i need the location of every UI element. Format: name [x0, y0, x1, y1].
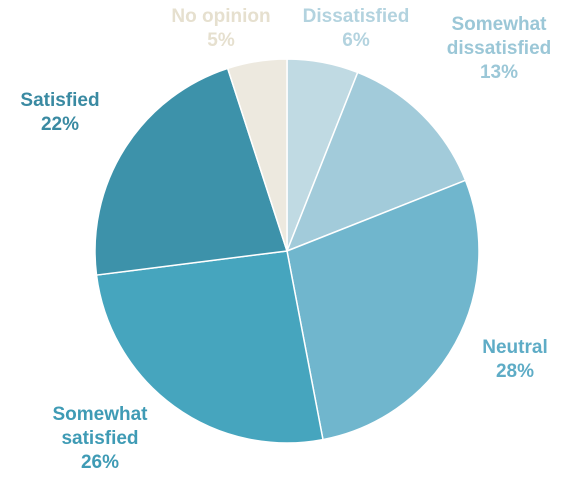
slice-label-somewhat-dissatisfied: Somewhat dissatisfied 13%	[447, 14, 552, 83]
slice-category-no-opinion: No opinion	[171, 6, 270, 27]
pie-slice-somewhat-satisfied	[95, 250, 324, 444]
slice-category-somewhat-satisfied-line-1: Somewhat	[52, 404, 148, 425]
slice-category-neutral: Neutral	[482, 337, 547, 358]
slice-category-somewhat-dissatisfied-line-2: dissatisfied	[447, 38, 552, 59]
slice-value-satisfied: 22%	[41, 114, 79, 135]
slice-value-dissatisfied: 6%	[342, 30, 370, 51]
slice-value-somewhat-satisfied: 26%	[81, 452, 119, 473]
slice-category-dissatisfied: Dissatisfied	[303, 6, 410, 27]
slice-category-somewhat-satisfied-line-2: satisfied	[61, 428, 138, 449]
pie-slice-satisfied	[94, 67, 288, 276]
slice-label-no-opinion: No opinion 5%	[171, 6, 270, 51]
slice-label-satisfied: Satisfied 22%	[20, 90, 99, 135]
pie-slice-neutral	[286, 179, 480, 441]
slice-label-dissatisfied: Dissatisfied 6%	[303, 6, 410, 51]
slice-label-neutral: Neutral 28%	[482, 337, 547, 382]
pie-slice-somewhat-dissatisfied	[285, 71, 467, 253]
pie-slice-no-opinion	[226, 58, 288, 252]
slice-category-somewhat-dissatisfied-line-1: Somewhat	[451, 14, 547, 35]
slice-value-neutral: 28%	[496, 361, 534, 382]
slice-value-somewhat-dissatisfied: 13%	[480, 62, 518, 83]
slice-label-somewhat-satisfied: Somewhat satisfied 26%	[52, 404, 148, 473]
slice-value-no-opinion: 5%	[207, 30, 235, 51]
slice-category-satisfied: Satisfied	[20, 90, 99, 111]
